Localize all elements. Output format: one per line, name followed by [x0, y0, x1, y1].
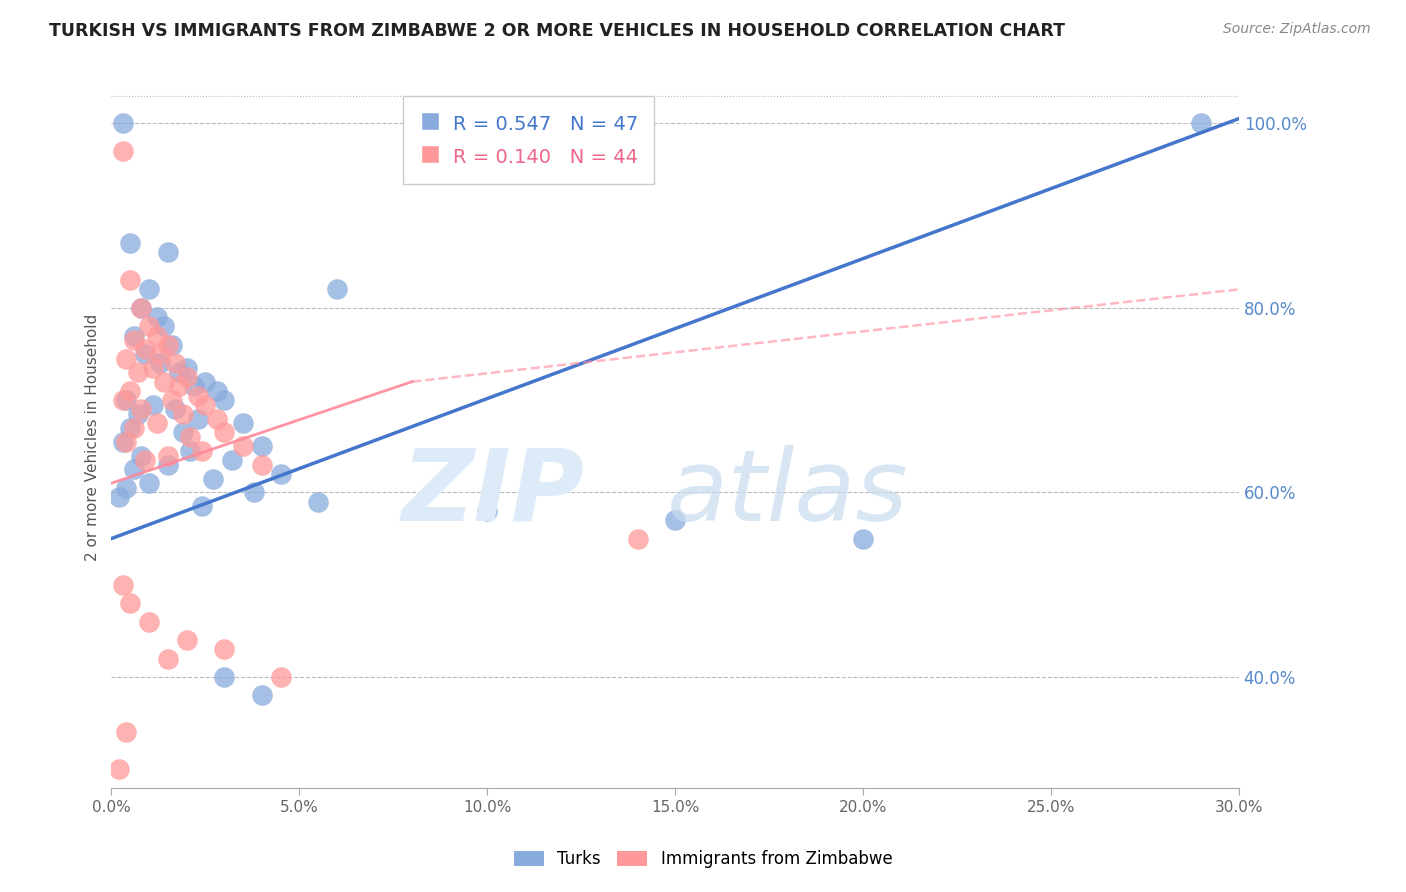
Point [142, 360, 165, 375]
Point [205, 384, 228, 398]
Point [160, 393, 183, 408]
Point [115, 481, 138, 495]
Point [115, 725, 138, 739]
Point [138, 615, 160, 629]
Point [477, 504, 499, 518]
Point [270, 670, 292, 684]
Point [212, 670, 235, 684]
Point [131, 301, 153, 315]
Text: ZIP: ZIP [402, 445, 585, 541]
Point [176, 360, 198, 375]
Point [232, 416, 254, 430]
Point [190, 500, 212, 514]
Point [179, 443, 201, 458]
Point [145, 328, 167, 343]
Point [134, 343, 156, 357]
Point [145, 416, 167, 430]
Point [149, 356, 172, 370]
Point [156, 458, 179, 472]
Point [205, 411, 228, 425]
Point [122, 462, 145, 476]
Point [176, 633, 198, 648]
Point [111, 434, 134, 449]
Point [232, 439, 254, 453]
Point [111, 116, 134, 130]
Point [108, 762, 131, 776]
Point [120, 421, 142, 435]
Point [127, 407, 149, 421]
Point [131, 449, 153, 463]
Point [153, 375, 176, 389]
Legend: Turks, Immigrants from Zimbabwe: Turks, Immigrants from Zimbabwe [508, 844, 898, 875]
Legend: R = 0.547   N = 47, R = 0.140   N = 44: R = 0.547 N = 47, R = 0.140 N = 44 [404, 96, 654, 185]
Point [120, 384, 142, 398]
Point [156, 338, 179, 352]
Point [270, 467, 292, 481]
Point [111, 393, 134, 408]
Point [1189, 116, 1212, 130]
Point [212, 393, 235, 408]
Y-axis label: 2 or more Vehicles in Household: 2 or more Vehicles in Household [86, 313, 100, 561]
Point [120, 596, 142, 610]
Point [187, 388, 209, 402]
Point [138, 319, 160, 334]
Point [122, 333, 145, 347]
Text: Source: ZipAtlas.com: Source: ZipAtlas.com [1223, 22, 1371, 37]
Point [120, 273, 142, 287]
Point [194, 398, 217, 412]
Point [190, 443, 212, 458]
Point [326, 282, 349, 296]
Point [145, 310, 167, 324]
Text: atlas: atlas [666, 445, 908, 541]
Point [187, 411, 209, 425]
Point [165, 356, 187, 370]
Point [212, 642, 235, 657]
Point [243, 485, 266, 500]
Point [250, 458, 273, 472]
Point [852, 532, 875, 546]
Point [115, 393, 138, 408]
Point [250, 439, 273, 453]
Point [212, 425, 235, 440]
Point [307, 494, 329, 508]
Point [138, 282, 160, 296]
Point [120, 236, 142, 251]
Point [134, 453, 156, 467]
Point [250, 689, 273, 703]
Point [153, 319, 176, 334]
Point [165, 402, 187, 417]
Point [664, 513, 686, 527]
Point [134, 347, 156, 361]
Point [172, 407, 194, 421]
Point [111, 144, 134, 158]
Point [115, 351, 138, 366]
Point [131, 301, 153, 315]
Point [176, 370, 198, 384]
Point [156, 245, 179, 260]
Point [149, 347, 172, 361]
Point [167, 366, 190, 380]
Point [122, 421, 145, 435]
Point [172, 425, 194, 440]
Point [127, 366, 149, 380]
Point [142, 398, 165, 412]
Point [156, 449, 179, 463]
Point [138, 476, 160, 491]
Point [115, 434, 138, 449]
Point [122, 328, 145, 343]
Point [108, 490, 131, 504]
Point [194, 375, 217, 389]
Point [111, 578, 134, 592]
Point [626, 532, 648, 546]
Point [201, 472, 224, 486]
Point [183, 379, 205, 393]
Point [131, 402, 153, 417]
Point [167, 379, 190, 393]
Text: TURKISH VS IMMIGRANTS FROM ZIMBABWE 2 OR MORE VEHICLES IN HOUSEHOLD CORRELATION : TURKISH VS IMMIGRANTS FROM ZIMBABWE 2 OR… [49, 22, 1066, 40]
Point [156, 651, 179, 665]
Point [221, 453, 243, 467]
Point [179, 430, 201, 444]
Point [160, 338, 183, 352]
